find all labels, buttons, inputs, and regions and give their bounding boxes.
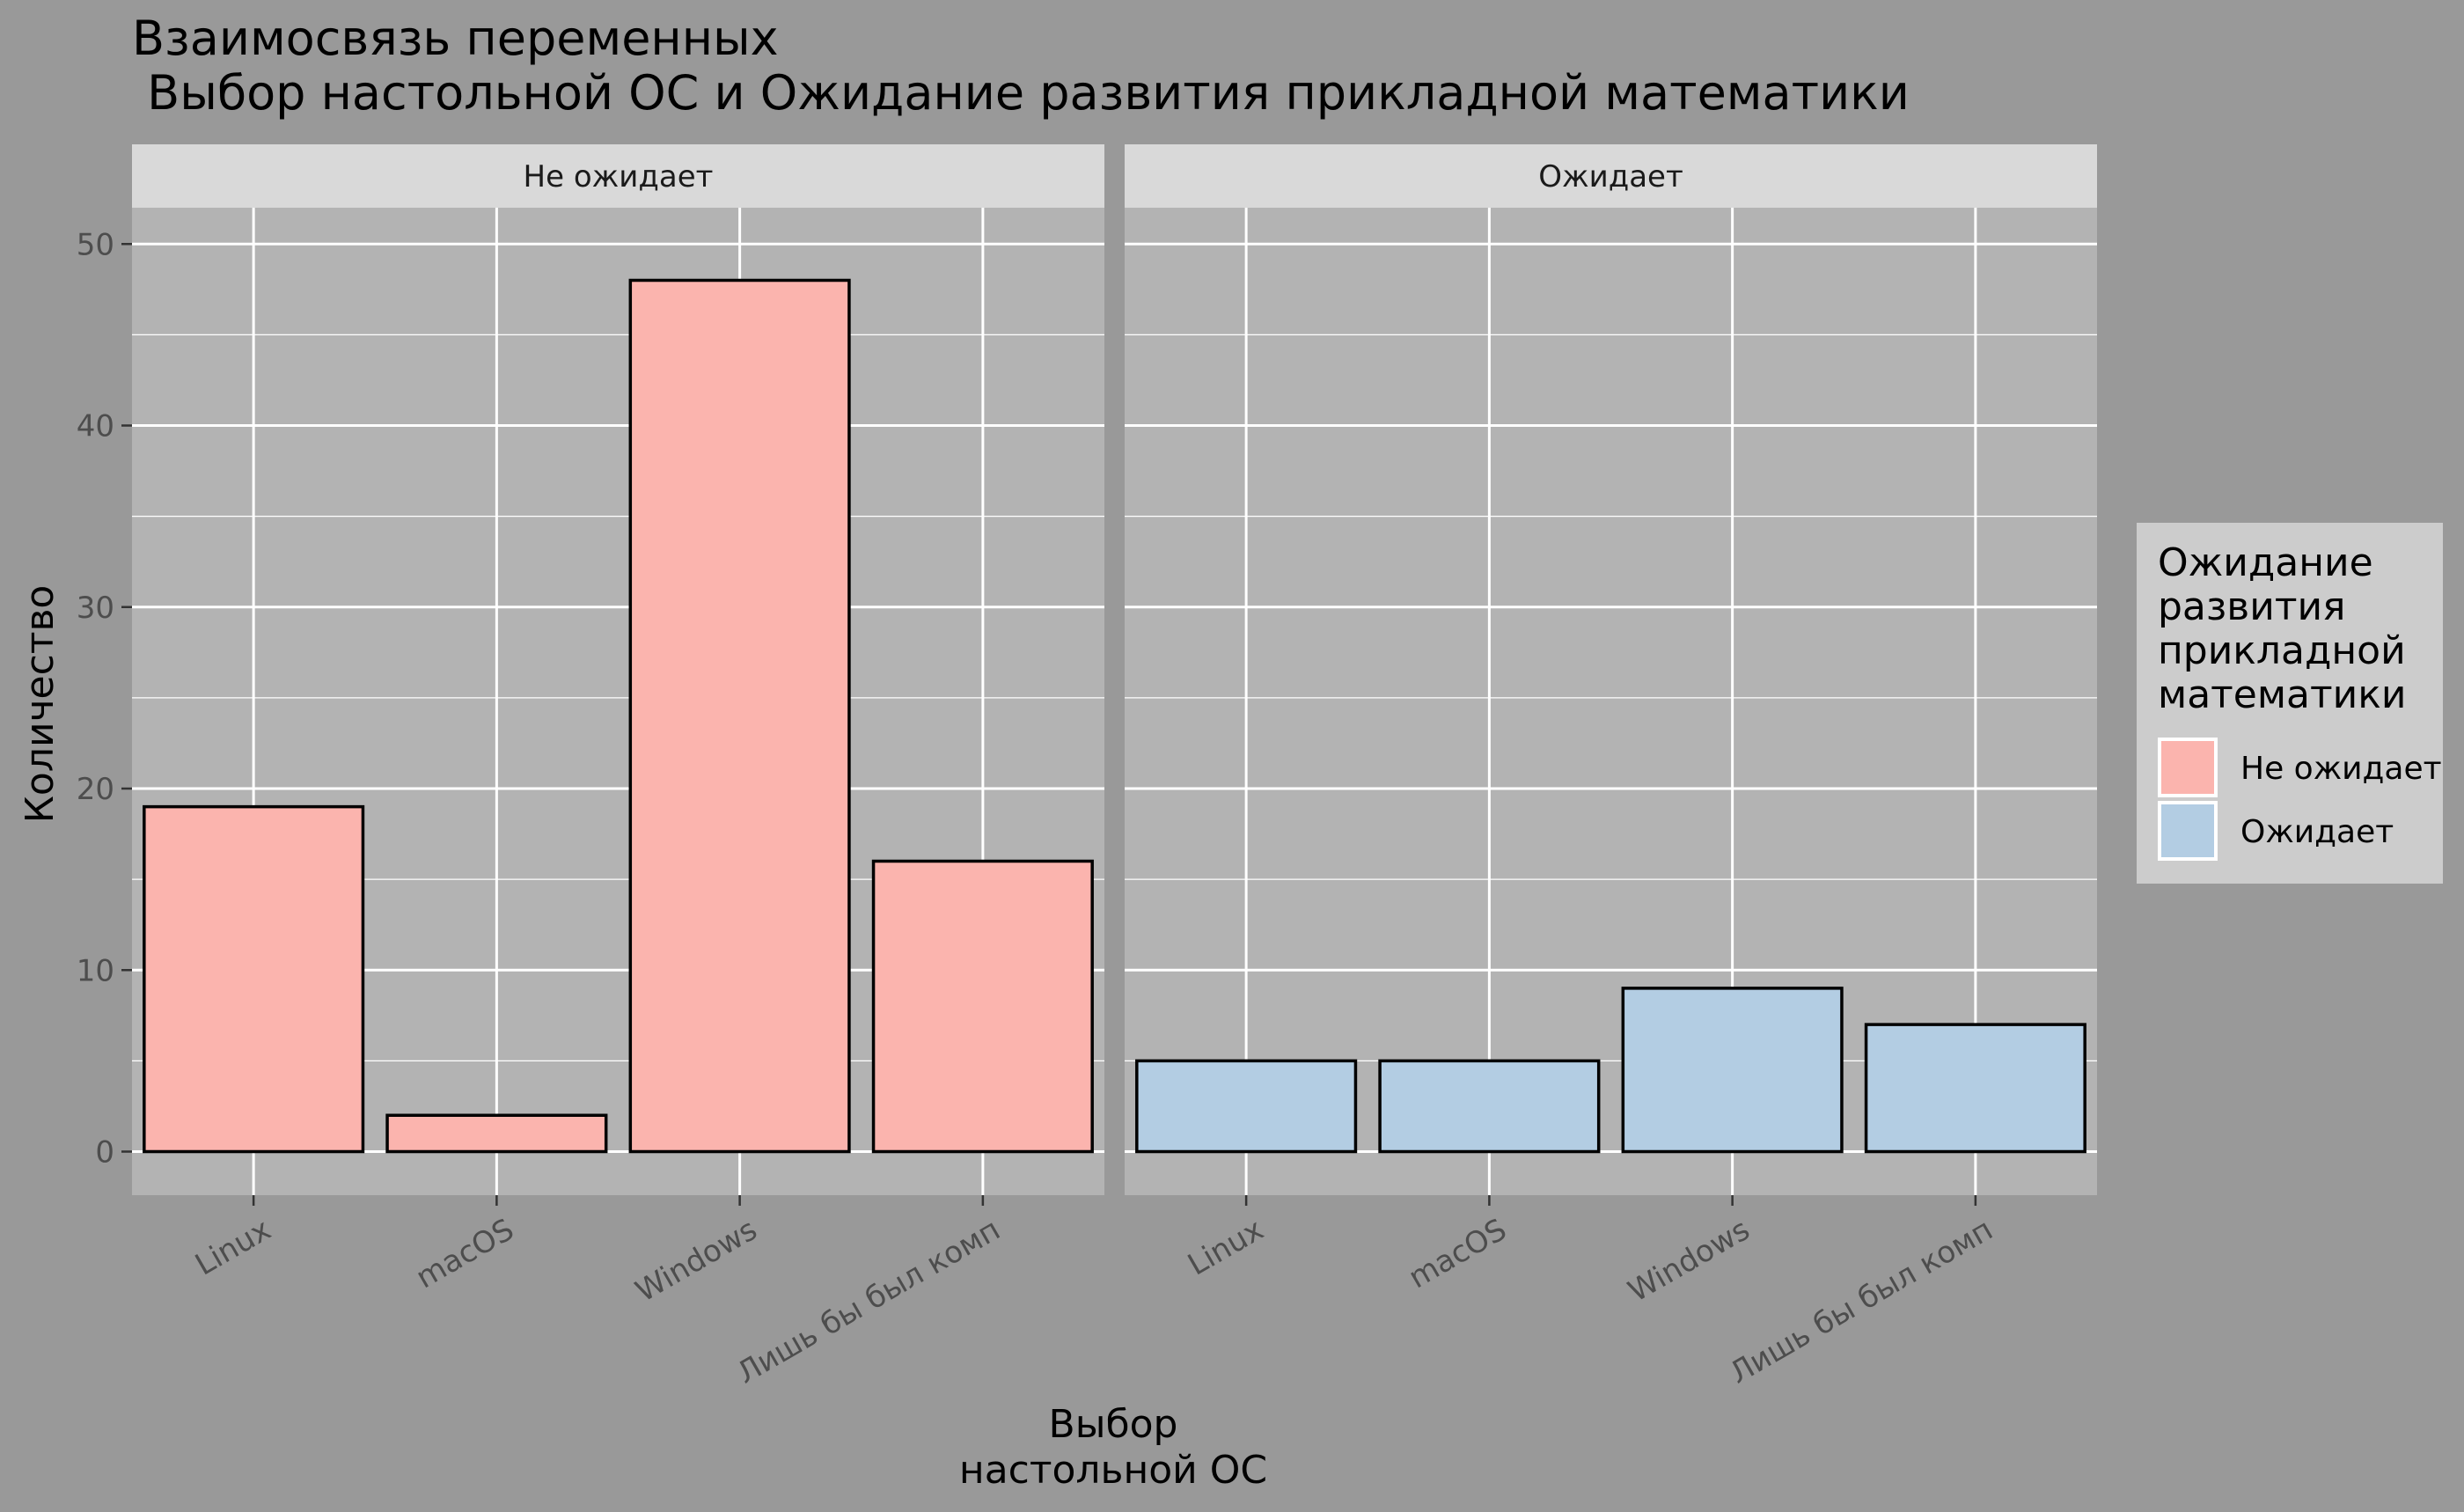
legend-title-line: развития bbox=[2158, 584, 2346, 629]
y-axis-title: Количество bbox=[18, 585, 62, 824]
bar bbox=[1378, 1059, 1601, 1154]
legend-key-swatch bbox=[2161, 741, 2214, 794]
facet-strip-label: Не ожидает bbox=[524, 159, 714, 195]
y-tick-label: 40 bbox=[77, 409, 114, 444]
facet-strip bbox=[1125, 144, 2097, 208]
legend-label: Не ожидает bbox=[2240, 751, 2442, 787]
legend-key-swatch bbox=[2161, 804, 2214, 857]
legend-title-line: математики bbox=[2158, 672, 2406, 717]
bar bbox=[143, 804, 365, 1154]
bar bbox=[385, 1113, 608, 1154]
x-axis-title-line-2: настольной ОС bbox=[959, 1448, 1267, 1493]
y-tick-label: 0 bbox=[95, 1135, 114, 1171]
facet-strip-label: Ожидает bbox=[1538, 159, 1683, 195]
facet-strip bbox=[132, 144, 1104, 208]
facet-panels: Не ожидает Ожидает bbox=[132, 144, 2097, 1195]
y-tick-label: 50 bbox=[77, 227, 114, 262]
bar bbox=[1621, 987, 1844, 1154]
bar bbox=[1864, 1023, 2086, 1154]
bar bbox=[871, 859, 1094, 1154]
bar bbox=[1135, 1059, 1358, 1154]
chart-title-line-1: Взаимосвязь переменных bbox=[132, 11, 779, 66]
y-tick-label: 10 bbox=[77, 953, 114, 988]
bar bbox=[628, 278, 851, 1154]
legend-title-line: Ожидание bbox=[2158, 540, 2373, 585]
y-tick-label: 20 bbox=[77, 772, 114, 807]
x-axis-title-line-1: Выбор bbox=[1049, 1402, 1178, 1447]
legend-label: Ожидает bbox=[2240, 814, 2394, 850]
facet-panel: Не ожидает bbox=[132, 144, 1104, 1195]
facet-panel: Ожидает bbox=[1125, 144, 2097, 1195]
chart-title-line-2: Выбор настольной ОС и Ожидание развития … bbox=[132, 65, 1910, 121]
y-tick-label: 30 bbox=[77, 591, 114, 626]
y-axis: 0 10 20 30 40 50 bbox=[77, 227, 132, 1171]
legend-title-line: прикладной bbox=[2158, 628, 2406, 673]
